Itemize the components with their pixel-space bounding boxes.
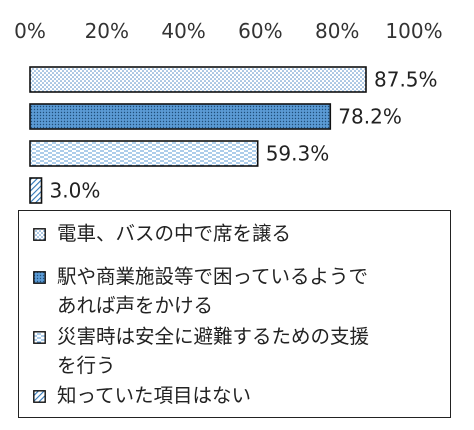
x-tick-label: 80% bbox=[315, 19, 359, 43]
bar-chart: 0% 20% 40% 60% 80% 100% 87.5% 78.2% 59.3% 3.0% bbox=[14, 19, 443, 204]
x-tick-label: 100% bbox=[385, 19, 442, 43]
legend-label: 駅や商業施設等で困っているようで bbox=[57, 265, 369, 288]
legend-swatch bbox=[33, 390, 46, 403]
legend-item: 駅や商業施設等で困っているようで あれば声をかける bbox=[33, 262, 368, 320]
data-label: 3.0% bbox=[50, 179, 101, 203]
legend-swatch bbox=[33, 331, 46, 344]
legend-label: 災害時は安全に避難するための支援 bbox=[57, 325, 370, 348]
bar bbox=[29, 177, 43, 204]
legend-label: を行う bbox=[57, 354, 116, 377]
legend-label: あれば声をかける bbox=[57, 294, 214, 317]
legend-label: 電車、バスの中で席を譲る bbox=[57, 222, 292, 245]
bar bbox=[29, 103, 332, 130]
legend-item: 電車、バスの中で席を譲る bbox=[33, 219, 291, 248]
x-tick-label: 60% bbox=[238, 19, 282, 43]
legend-swatch bbox=[33, 271, 46, 284]
bar bbox=[29, 66, 367, 93]
legend-label: 知っていた項目はない bbox=[57, 384, 252, 407]
legend-swatch bbox=[33, 228, 46, 241]
bar bbox=[29, 140, 259, 167]
legend-item: 災害時は安全に避難するための支援 を行う bbox=[33, 322, 369, 380]
x-tick-label: 40% bbox=[161, 19, 205, 43]
x-tick-label: 0% bbox=[14, 19, 46, 43]
x-tick-label: 20% bbox=[85, 19, 129, 43]
data-label: 78.2% bbox=[338, 105, 402, 129]
data-label: 59.3% bbox=[266, 142, 330, 166]
legend-item: 知っていた項目はない bbox=[33, 381, 251, 410]
legend: 電車、バスの中で席を譲る 駅や商業施設等で困っているようで あれば声をかける 災害時は… bbox=[18, 210, 451, 418]
data-label: 87.5% bbox=[374, 68, 438, 92]
